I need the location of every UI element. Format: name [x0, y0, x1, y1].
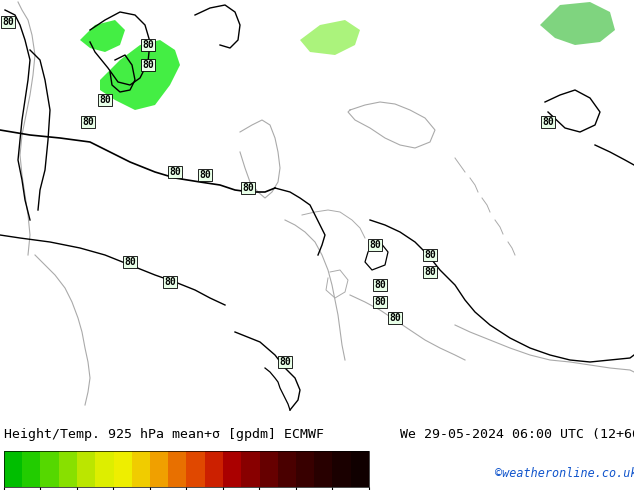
Text: 80: 80	[124, 257, 136, 267]
Text: Height/Temp. 925 hPa mean+σ [gpdm] ECMWF: Height/Temp. 925 hPa mean+σ [gpdm] ECMWF	[4, 428, 324, 441]
Text: We 29-05-2024 06:00 UTC (12+66): We 29-05-2024 06:00 UTC (12+66)	[400, 428, 634, 441]
Polygon shape	[300, 20, 360, 55]
Polygon shape	[100, 40, 180, 110]
Text: 80: 80	[369, 240, 381, 250]
Text: 80: 80	[374, 280, 386, 290]
Text: 80: 80	[142, 60, 154, 70]
Text: 80: 80	[279, 357, 291, 367]
Text: 80: 80	[82, 117, 94, 127]
Text: 80: 80	[99, 95, 111, 105]
Text: 80: 80	[164, 277, 176, 287]
Text: 80: 80	[142, 40, 154, 50]
Text: 80: 80	[424, 267, 436, 277]
Text: 80: 80	[374, 297, 386, 307]
Text: 80: 80	[2, 17, 14, 27]
Text: 80: 80	[199, 170, 211, 180]
Text: 80: 80	[389, 313, 401, 323]
Polygon shape	[540, 2, 615, 45]
Text: 80: 80	[242, 183, 254, 193]
Polygon shape	[80, 20, 125, 52]
Text: 80: 80	[542, 117, 554, 127]
Text: 80: 80	[169, 167, 181, 177]
Text: ©weatheronline.co.uk: ©weatheronline.co.uk	[495, 466, 634, 480]
Text: 80: 80	[424, 250, 436, 260]
